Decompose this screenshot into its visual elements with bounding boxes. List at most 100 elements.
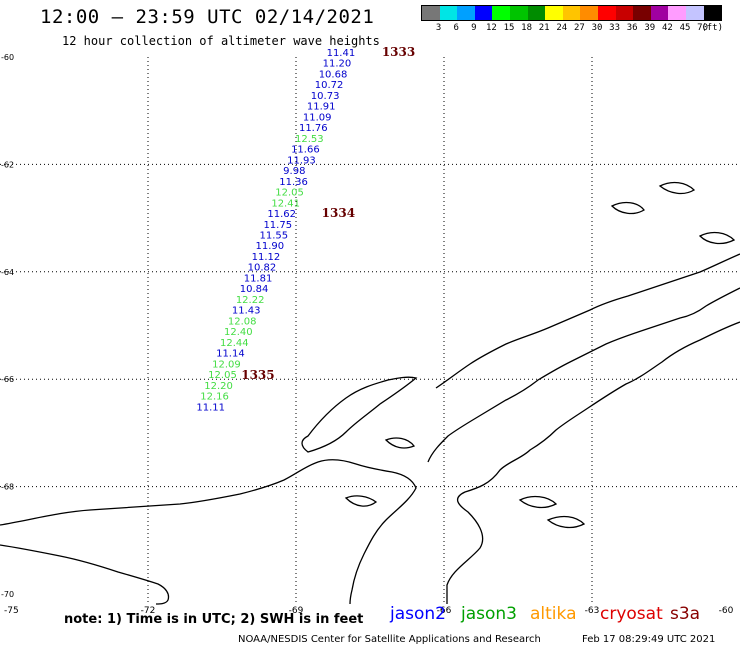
color-swatch — [597, 6, 616, 20]
color-scale-label: 27 — [573, 23, 585, 33]
color-scale-label: 45 — [679, 23, 691, 33]
wave-height-label: 12.40 — [224, 327, 253, 338]
color-swatch — [422, 6, 440, 20]
latitude-labels: -60 -62 -64 -66 -68 -70 — [1, 53, 14, 599]
color-scale-label: 6 — [453, 23, 459, 33]
color-swatch — [650, 6, 669, 20]
longitude-label: -75 — [4, 606, 19, 616]
wave-height-label: 11.66 — [291, 145, 320, 156]
color-swatch — [545, 6, 563, 20]
color-scale-label: 21 — [538, 23, 550, 33]
color-swatch — [457, 6, 475, 20]
color-scale-label: 18 — [521, 23, 533, 33]
color-scale-bar — [421, 5, 723, 21]
island-g — [546, 515, 586, 529]
color-scale-label: (ft) — [701, 23, 724, 33]
map-title: 12:00 – 23:59 UTC 02/14/2021 — [40, 6, 375, 28]
wave-height-label: 12.20 — [204, 381, 233, 392]
color-swatch — [685, 6, 704, 20]
wave-height-label: 11.93 — [287, 155, 316, 166]
wave-height-label: 11.09 — [303, 112, 332, 123]
color-swatch — [615, 6, 634, 20]
color-scale: 3 6 9 12 15 18 21 24 27 30 33 36 39 42 45 70 (ft) — [421, 5, 724, 33]
color-swatch — [703, 6, 722, 20]
wave-height-label: 10.68 — [319, 69, 348, 80]
color-scale-label: 42 — [661, 23, 673, 33]
wave-height-label: 12.08 — [228, 316, 257, 327]
color-scale-label: 30 — [591, 23, 603, 33]
wave-height-label: 12.44 — [220, 338, 249, 349]
longitude-label: -60 — [719, 606, 734, 616]
color-scale-label: 24 — [556, 23, 568, 33]
island-b — [384, 437, 416, 449]
wave-height-label: 11.43 — [232, 306, 261, 317]
legend-s3a: s3a — [670, 604, 701, 624]
wave-height-label: 11.75 — [263, 220, 292, 231]
wave-height-label: 11.62 — [267, 209, 296, 220]
legend-jason3: jason3 — [461, 604, 517, 624]
color-scale-label: 9 — [471, 23, 477, 33]
color-swatch — [509, 6, 528, 20]
color-swatch — [492, 6, 510, 20]
wave-height-label: 12.22 — [236, 295, 265, 306]
wave-height-label: 11.11 — [196, 402, 225, 413]
longitude-label: -72 — [141, 606, 156, 616]
color-scale-ticks: 3 6 9 12 15 18 21 24 27 30 33 36 39 42 45 70 (ft) — [421, 21, 724, 33]
island-a — [344, 495, 378, 507]
wave-height-label: 12.05 — [275, 188, 304, 199]
graham-land-coast — [435, 253, 740, 389]
wave-height-label: 11.90 — [256, 241, 285, 252]
latitude-label: -68 — [1, 483, 14, 492]
map-subtitle: 12 hour collection of altimeter wave hei… — [62, 34, 380, 48]
wave-height-label: 10.82 — [248, 263, 277, 274]
longitude-label: -69 — [289, 606, 304, 616]
color-scale-label: 12 — [485, 23, 497, 33]
wave-height-label: 10.84 — [240, 284, 269, 295]
legend-altika: altika — [530, 604, 577, 624]
graticule — [0, 57, 740, 604]
orbit-number-label: 1334 — [322, 206, 355, 220]
note-text: note: 1) Time is in UTC; 2) SWH is in fe… — [64, 612, 364, 627]
color-swatch — [439, 6, 458, 20]
alexander-island-coast — [301, 376, 418, 453]
wave-height-label: 11.20 — [323, 59, 352, 70]
wave-height-label: 10.72 — [315, 80, 344, 91]
wave-height-label: 12.41 — [271, 198, 300, 209]
wave-height-label: 10.73 — [311, 91, 340, 102]
wave-height-label: 12.09 — [212, 359, 241, 370]
mainland-coast — [0, 459, 417, 605]
south-coast — [0, 544, 170, 605]
color-scale-label: 70 — [697, 23, 709, 33]
island-f — [518, 495, 558, 509]
latitude-label: -64 — [1, 268, 14, 277]
color-scale-label: 3 — [435, 23, 442, 33]
color-swatch — [474, 6, 493, 20]
latitude-label: -70 — [1, 590, 14, 599]
wave-height-label: 11.12 — [252, 252, 281, 263]
island-e — [698, 231, 736, 245]
color-scale-label: 39 — [644, 23, 656, 33]
color-swatch — [527, 6, 546, 20]
latitude-label: -62 — [1, 160, 14, 169]
wave-height-label: 11.81 — [244, 273, 273, 284]
wave-height-label: 12.53 — [295, 134, 324, 145]
footer-credit: NOAA/NESDIS Center for Satellite Applica… — [238, 634, 541, 645]
wave-height-label: 12.05 — [208, 370, 237, 381]
wave-height-label: 12.16 — [200, 392, 229, 403]
color-swatch — [633, 6, 651, 20]
color-scale-label: 15 — [503, 23, 515, 33]
legend-jason2: jason2 — [390, 604, 446, 624]
legend-cryosat: cryosat — [600, 604, 663, 624]
longitude-label: -63 — [585, 606, 600, 616]
color-scale-label: 36 — [626, 23, 638, 33]
coastline — [0, 181, 740, 605]
wave-height-label: 11.41 — [327, 48, 356, 59]
wave-height-label: 11.14 — [216, 349, 245, 360]
island-c — [658, 181, 696, 195]
latitude-label: -66 — [1, 375, 14, 384]
wave-height-track: 11.4111.2010.6810.7210.7311.9111.0911.76… — [196, 48, 355, 413]
wave-height-label: 11.76 — [299, 123, 328, 134]
orbit-number-label: 1333 — [382, 45, 415, 59]
color-swatch — [668, 6, 686, 20]
